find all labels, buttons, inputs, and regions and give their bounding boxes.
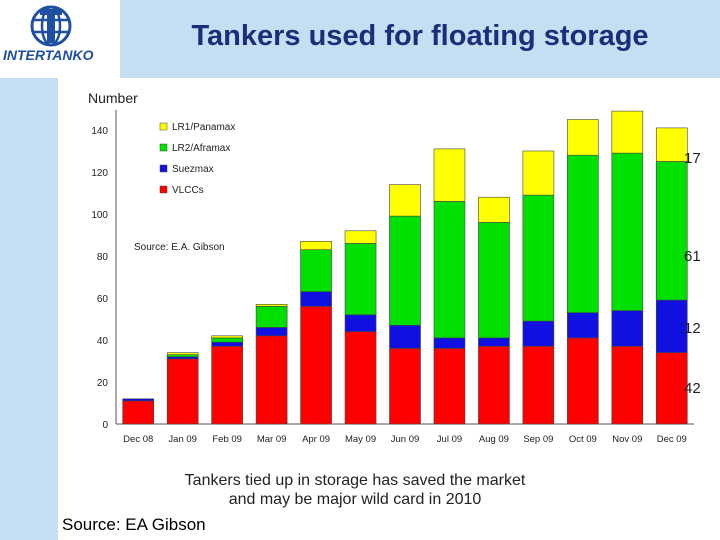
bar-segment-suezmax <box>567 312 599 339</box>
y-axis-unit-label: Number <box>88 90 138 106</box>
bar-segment-lr1-panamax <box>211 335 243 339</box>
legend-label: LR1/Panamax <box>172 122 235 133</box>
bar-segment-suezmax <box>255 327 288 337</box>
bar-segment-lr1-panamax <box>567 119 599 156</box>
stacked-bar-chart: 0 20 40 60 80 100 120 140 Dec 08 Jan 09 Feb 09 Mar … <box>91 110 694 445</box>
chart-source-note: Source: E.A. Gibson <box>134 242 225 253</box>
bar-segment-vlccs <box>389 348 421 425</box>
annotation-vlcc: 42 <box>684 380 701 397</box>
bar-segment-suezmax <box>611 310 644 347</box>
annotation-lr1: 17 <box>684 150 701 167</box>
bar-segment-suezmax <box>344 314 377 332</box>
bar-segment-vlccs <box>300 306 332 425</box>
y-tick-label: 100 <box>91 210 108 221</box>
x-tick-label: Mar 09 <box>257 434 287 445</box>
bar-segment-lr2-aframax <box>255 306 288 328</box>
bar-segment-lr2-aframax <box>211 337 243 343</box>
y-tick-label: 20 <box>97 378 109 389</box>
bar-segment-suezmax <box>389 325 421 349</box>
legend-swatch <box>159 143 168 152</box>
bar-segment-lr1-panamax <box>522 150 555 196</box>
header-band <box>120 0 720 78</box>
x-tick-label: Oct 09 <box>569 434 597 445</box>
x-tick-label: Sep 09 <box>523 434 553 445</box>
bar-segment-lr2-aframax <box>300 249 332 292</box>
x-tick-label: Jan 09 <box>168 434 197 445</box>
bar-segment-lr1-panamax <box>611 110 644 154</box>
bar-segment-suezmax <box>522 320 555 347</box>
bar-segment-vlccs <box>522 346 555 425</box>
legend-label: LR2/Aframax <box>172 143 230 154</box>
bar-segment-lr2-aframax <box>522 194 555 322</box>
bar-segment-lr2-aframax <box>344 243 377 316</box>
bar-segment-lr1-panamax <box>166 352 199 356</box>
x-tick-label: Dec 09 <box>657 434 687 445</box>
bar-segment-lr2-aframax <box>611 152 644 311</box>
intertanko-logo: INTERTANKO <box>0 0 118 76</box>
bar-segment-lr1-panamax <box>389 184 421 217</box>
x-tick-label: Apr 09 <box>302 434 330 445</box>
bar-segment-lr1-panamax <box>255 304 288 307</box>
caption: Tankers tied up in storage has saved the… <box>120 471 590 509</box>
y-tick-label: 60 <box>97 294 109 305</box>
legend-swatch <box>159 122 168 131</box>
bar-segment-lr1-panamax <box>655 127 688 162</box>
y-tick-label: 140 <box>91 126 108 137</box>
legend-swatch <box>159 164 168 173</box>
bar-segment-suezmax <box>300 291 332 307</box>
x-tick-label: Jul 09 <box>437 434 462 445</box>
bar-segment-lr2-aframax <box>389 215 421 326</box>
bar-segment-vlccs <box>655 352 688 425</box>
bar-segment-suezmax <box>211 341 243 347</box>
legend-label: Suezmax <box>172 164 214 175</box>
bar-segment-vlccs <box>211 346 243 425</box>
source-note: Source: EA Gibson <box>62 515 206 534</box>
bar-segment-lr1-panamax <box>478 196 510 223</box>
legend-swatch <box>159 185 168 194</box>
bar-segment-lr2-aframax <box>567 154 599 314</box>
page-title: Tankers used for floating storage <box>191 20 649 52</box>
x-tick-label: May 09 <box>345 434 376 445</box>
globe-logo-icon: INTERTANKO <box>3 5 94 63</box>
bar-segment-vlccs <box>255 335 288 425</box>
legend-label: VLCCs <box>172 185 204 196</box>
bar-segment-suezmax <box>166 356 199 360</box>
bar-segment-vlccs <box>122 400 155 425</box>
bar-segment-vlccs <box>478 346 510 425</box>
x-tick-label: Dec 08 <box>123 434 153 445</box>
bar-segment-suezmax <box>122 398 155 402</box>
bar-segment-lr2-aframax <box>433 201 466 339</box>
y-tick-label: 0 <box>102 420 108 431</box>
bar-segment-lr1-panamax <box>344 230 377 244</box>
bar-segment-vlccs <box>611 346 644 425</box>
bar-segment-lr2-aframax <box>655 161 688 301</box>
y-tick-label: 120 <box>91 168 108 179</box>
bar-segment-suezmax <box>478 337 510 347</box>
bar-segment-vlccs <box>166 358 199 425</box>
y-tick-label: 40 <box>97 336 109 347</box>
bar-segment-lr1-panamax <box>300 241 332 251</box>
annotation-suezmax: 12 <box>684 320 701 337</box>
caption-line-2: and may be major wild card in 2010 <box>228 491 482 508</box>
bar-segment-lr2-aframax <box>166 354 199 358</box>
x-tick-label: Aug 09 <box>479 434 509 445</box>
bar-segment-vlccs <box>567 337 599 425</box>
bar-segment-suezmax <box>655 299 688 353</box>
logo-text: INTERTANKO <box>3 47 94 63</box>
bar-segment-lr1-panamax <box>433 148 466 202</box>
x-tick-label: Nov 09 <box>612 434 642 445</box>
y-tick-label: 80 <box>97 252 109 263</box>
x-tick-label: Feb 09 <box>212 434 242 445</box>
x-tick-label: Jun 09 <box>391 434 420 445</box>
bar-segment-vlccs <box>433 348 466 425</box>
bar-segment-vlccs <box>344 331 377 425</box>
bar-segment-lr2-aframax <box>478 222 510 339</box>
annotation-lr2: 61 <box>684 248 701 265</box>
bar-segment-suezmax <box>433 337 466 349</box>
left-band <box>0 78 58 540</box>
caption-line-1: Tankers tied up in storage has saved the… <box>184 472 526 489</box>
